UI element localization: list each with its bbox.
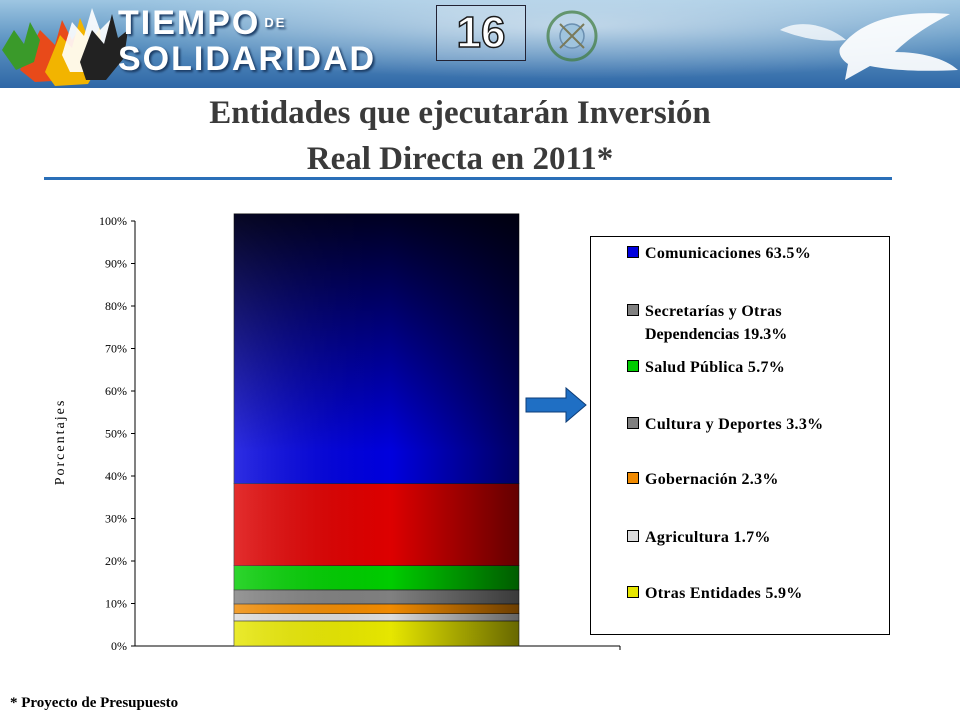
chart-legend: Comunicaciones 63.5% Secretarías y Otras… <box>590 236 890 635</box>
logo-text: TIEMPO DE SOLIDARIDAD <box>118 6 376 76</box>
legend-item-gobernacion: Gobernación 2.3% <box>627 469 779 491</box>
legend-label: Secretarías y Otras <box>645 303 782 320</box>
y-tick-label: 30% <box>105 512 127 526</box>
legend-item-secretarias-line2: Dependencias 19.3% <box>645 326 788 343</box>
legend-item-otras: Otras Entidades 5.9% <box>627 583 803 605</box>
legend-swatch <box>627 304 639 316</box>
logo-line2: SOLIDARIDAD <box>118 40 377 78</box>
legend-swatch <box>627 472 639 484</box>
y-tick-label: 0% <box>111 639 127 653</box>
legend-label: Salud Pública 5.7% <box>645 359 786 376</box>
y-tick-label: 90% <box>105 257 127 271</box>
y-tick-label: 10% <box>105 597 127 611</box>
legend-swatch <box>627 417 639 429</box>
banner-glow <box>0 0 960 88</box>
legend-label: Cultura y Deportes 3.3% <box>645 416 824 433</box>
logo-de: DE <box>264 15 287 30</box>
title-line1: Entidades que ejecutarán Inversión <box>209 95 711 131</box>
coat-of-arms-icon <box>546 10 598 62</box>
legend-item-secretarias: Secretarías y Otras <box>627 301 782 323</box>
legend-swatch <box>627 586 639 598</box>
legend-label: Otras Entidades 5.9% <box>645 585 803 602</box>
arrow-right-icon <box>525 386 587 424</box>
legend-label: Agricultura 1.7% <box>645 529 771 546</box>
legend-label: Gobernación 2.3% <box>645 471 779 488</box>
page-title: Entidades que ejecutarán Inversión Real … <box>60 90 860 182</box>
y-tick-label: 100% <box>99 214 127 228</box>
legend-item-cultura: Cultura y Deportes 3.3% <box>627 414 823 436</box>
y-tick-label: 20% <box>105 554 127 568</box>
legend-item-salud: Salud Pública 5.7% <box>627 357 785 379</box>
banner-graphics <box>2 8 958 86</box>
header-banner: TIEMPO DE SOLIDARIDAD 16 <box>0 0 960 88</box>
legend-label: Comunicaciones 63.5% <box>645 245 811 262</box>
legend-swatch <box>627 360 639 372</box>
legend-swatch <box>627 530 639 542</box>
title-divider <box>44 177 892 180</box>
legend-item-agricultura: Agricultura 1.7% <box>627 527 771 549</box>
y-tick-label: 40% <box>105 469 127 483</box>
y-axis: 0% 10% 20% 30% 40% 50% 60% 70% 80% 90% 100% <box>99 214 621 653</box>
y-axis-label: Porcentajes <box>53 399 68 486</box>
bar-top-shading <box>234 213 519 452</box>
y-tick-label: 50% <box>105 427 127 441</box>
hands-logo-icon <box>2 8 128 86</box>
slide-number: 16 <box>436 5 526 61</box>
bar-stack <box>233 213 520 647</box>
dove-icon <box>780 13 958 80</box>
y-tick-label: 70% <box>105 342 127 356</box>
legend-swatch <box>627 246 639 258</box>
logo-line1: TIEMPO <box>118 4 261 42</box>
footnote: * Proyecto de Presupuesto <box>10 695 179 711</box>
y-tick-label: 80% <box>105 299 127 313</box>
legend-item-comunicaciones: Comunicaciones 63.5% <box>627 243 811 265</box>
title-line2: Real Directa en 2011* <box>306 141 614 177</box>
y-tick-label: 60% <box>105 384 127 398</box>
